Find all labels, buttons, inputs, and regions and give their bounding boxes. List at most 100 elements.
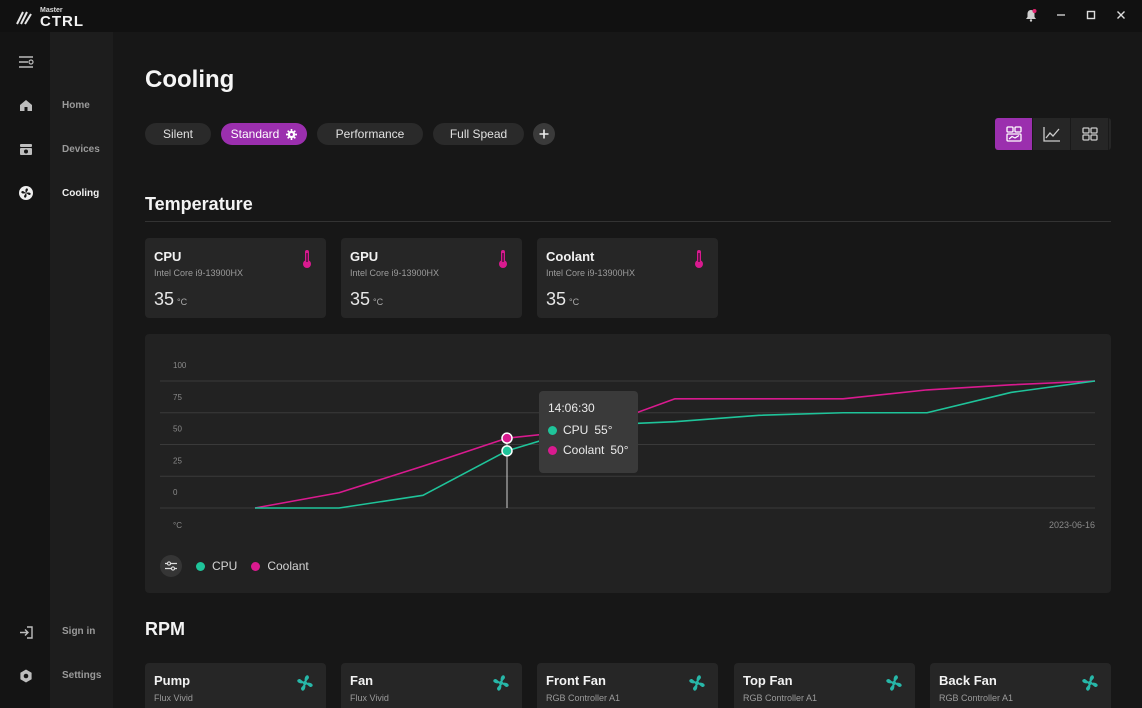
rpm-section-title: RPM xyxy=(145,619,185,639)
rpm-card-name: Top Fan xyxy=(743,673,793,688)
rpm-card-name: Pump xyxy=(154,673,191,688)
gear-icon[interactable] xyxy=(286,128,298,140)
rpm-card-subtitle: RGB Controller A1 xyxy=(546,693,621,703)
sign-in-icon[interactable] xyxy=(16,622,36,642)
rpm-card-subtitle: RGB Controller A1 xyxy=(743,693,818,703)
chart-filter-button[interactable] xyxy=(160,555,182,577)
temp-card-gpu[interactable]: GPU Intel Core i9-13900HX 35 °C xyxy=(341,238,522,318)
grid-icon xyxy=(1081,127,1098,141)
rpm-card-back-fan[interactable]: Back Fan RGB Controller A1 xyxy=(930,663,1111,708)
legend-item-cpu[interactable]: CPU xyxy=(196,559,237,573)
collapse-menu-icon[interactable] xyxy=(16,52,36,72)
add-mode-button[interactable] xyxy=(533,123,555,145)
temp-card-subtitle: Intel Core i9-13900HX xyxy=(154,268,244,278)
y-tick-label: 100 xyxy=(173,361,187,370)
rpm-card-top-fan[interactable]: Top Fan RGB Controller A1 xyxy=(734,663,915,708)
mode-label: Silent xyxy=(162,127,194,141)
hover-point-cpu xyxy=(501,445,513,457)
nav-item-home[interactable]: Home xyxy=(62,100,90,111)
temp-card-value-row: 35 °C xyxy=(154,289,187,310)
temperature-section-title: Temperature xyxy=(145,194,253,214)
view-grid-button[interactable] xyxy=(1071,118,1109,150)
temp-card-cpu[interactable]: CPU Intel Core i9-13900HX 35 °C xyxy=(145,238,326,318)
nav-item-devices[interactable]: Devices xyxy=(62,144,100,155)
window-controls xyxy=(1024,8,1128,22)
mode-silent-button[interactable]: Silent xyxy=(145,123,211,145)
tooltip-value: 55° xyxy=(594,423,613,437)
nav-item-sign-in[interactable]: Sign in xyxy=(62,626,96,637)
hover-point-coolant xyxy=(501,432,513,444)
view-switcher xyxy=(995,118,1111,150)
y-tick-label: 25 xyxy=(173,456,182,465)
rpm-card-name: Back Fan xyxy=(939,673,997,688)
chart-legend: CPU Coolant xyxy=(160,555,309,577)
y-unit-label: °C xyxy=(173,521,182,530)
rpm-card-fan[interactable]: Fan Flux Vivid xyxy=(341,663,522,708)
view-line-chart-button[interactable] xyxy=(1033,118,1071,150)
coolant-dot xyxy=(548,445,557,455)
temp-card-coolant[interactable]: Coolant Intel Core i9-13900HX 35 °C xyxy=(537,238,718,318)
temp-card-value-row: 35 °C xyxy=(350,289,383,310)
rpm-card-name: Fan xyxy=(350,673,374,688)
coolant-legend-dot xyxy=(251,561,261,571)
mode-label: Standard xyxy=(230,127,280,141)
tooltip-label: CPU xyxy=(563,423,589,437)
settings-gear-icon[interactable] xyxy=(16,666,36,686)
devices-icon[interactable] xyxy=(16,139,36,159)
temp-value: 35 xyxy=(154,289,175,309)
temp-card-subtitle: Intel Core i9-13900HX xyxy=(546,268,636,278)
cooling-fan-icon[interactable] xyxy=(16,183,36,203)
temp-card-value-row: 35 °C xyxy=(546,289,579,310)
rpm-card-front-fan[interactable]: Front Fan RGB Controller A1 xyxy=(537,663,718,708)
temp-card-subtitle: Intel Core i9-13900HX xyxy=(350,268,440,278)
app-logo: Master CTRL xyxy=(16,7,84,29)
temperature-chart[interactable]: 100 75 50 25 0 °C 2023-06-16 xyxy=(145,334,1111,544)
temperature-chart-panel: 100 75 50 25 0 °C 2023-06-16 14:06:30 CPU 55° … xyxy=(145,334,1111,593)
tooltip-time: 14:06:30 xyxy=(548,401,595,415)
temp-unit: °C xyxy=(373,297,384,307)
rpm-card-subtitle: Flux Vivid xyxy=(154,693,193,703)
fan-icon xyxy=(297,675,313,691)
maximize-icon[interactable] xyxy=(1084,8,1098,22)
series-line-coolant xyxy=(254,380,1096,509)
legend-label: Coolant xyxy=(267,559,309,573)
y-tick-label: 75 xyxy=(173,393,182,402)
nav-item-settings[interactable]: Settings xyxy=(62,670,102,681)
chart-tooltip: 14:06:30 CPU 55° Coolant 50° xyxy=(539,391,638,473)
temp-value: 35 xyxy=(546,289,567,309)
section-divider xyxy=(145,221,1111,222)
home-icon[interactable] xyxy=(16,95,36,115)
temp-unit: °C xyxy=(177,297,188,307)
thermometer-icon xyxy=(695,250,703,268)
temp-card-name: Coolant xyxy=(546,249,595,264)
legend-item-coolant[interactable]: Coolant xyxy=(251,559,309,573)
mode-standard-button[interactable]: Standard xyxy=(221,123,307,145)
mode-performance-button[interactable]: Performance xyxy=(317,123,423,145)
minimize-icon[interactable] xyxy=(1054,8,1068,22)
notification-bell-icon[interactable] xyxy=(1024,8,1038,22)
tooltip-row-cpu: CPU 55° xyxy=(548,423,629,437)
x-axis-date-label: 2023-06-16 xyxy=(1049,520,1095,530)
mode-label: Full Spead xyxy=(449,127,508,141)
logo-small-text: Master xyxy=(40,7,63,14)
view-dashboard-button[interactable] xyxy=(995,118,1033,150)
y-tick-label: 0 xyxy=(173,488,178,497)
fan-icon xyxy=(689,675,705,691)
mode-full-speed-button[interactable]: Full Spead xyxy=(433,123,524,145)
main-content: Cooling Silent Standard Performance Full… xyxy=(113,32,1142,708)
temp-unit: °C xyxy=(569,297,580,307)
line-chart-icon xyxy=(1042,127,1060,142)
rpm-card-pump[interactable]: Pump Flux Vivid xyxy=(145,663,326,708)
fan-icon xyxy=(1082,675,1098,691)
logo-mark-icon xyxy=(16,11,32,25)
tooltip-row-coolant: Coolant 50° xyxy=(548,443,629,457)
icon-rail xyxy=(0,32,50,708)
cpu-legend-dot xyxy=(196,561,205,571)
temp-card-name: CPU xyxy=(154,249,182,264)
nav-item-cooling[interactable]: Cooling xyxy=(62,188,100,199)
close-icon[interactable] xyxy=(1114,8,1128,22)
series-line-cpu xyxy=(255,380,1096,509)
y-tick-label: 50 xyxy=(173,425,182,434)
tooltip-label: Coolant xyxy=(563,443,605,457)
nav-sidebar: Home Devices Cooling Sign in Settings xyxy=(50,32,113,708)
